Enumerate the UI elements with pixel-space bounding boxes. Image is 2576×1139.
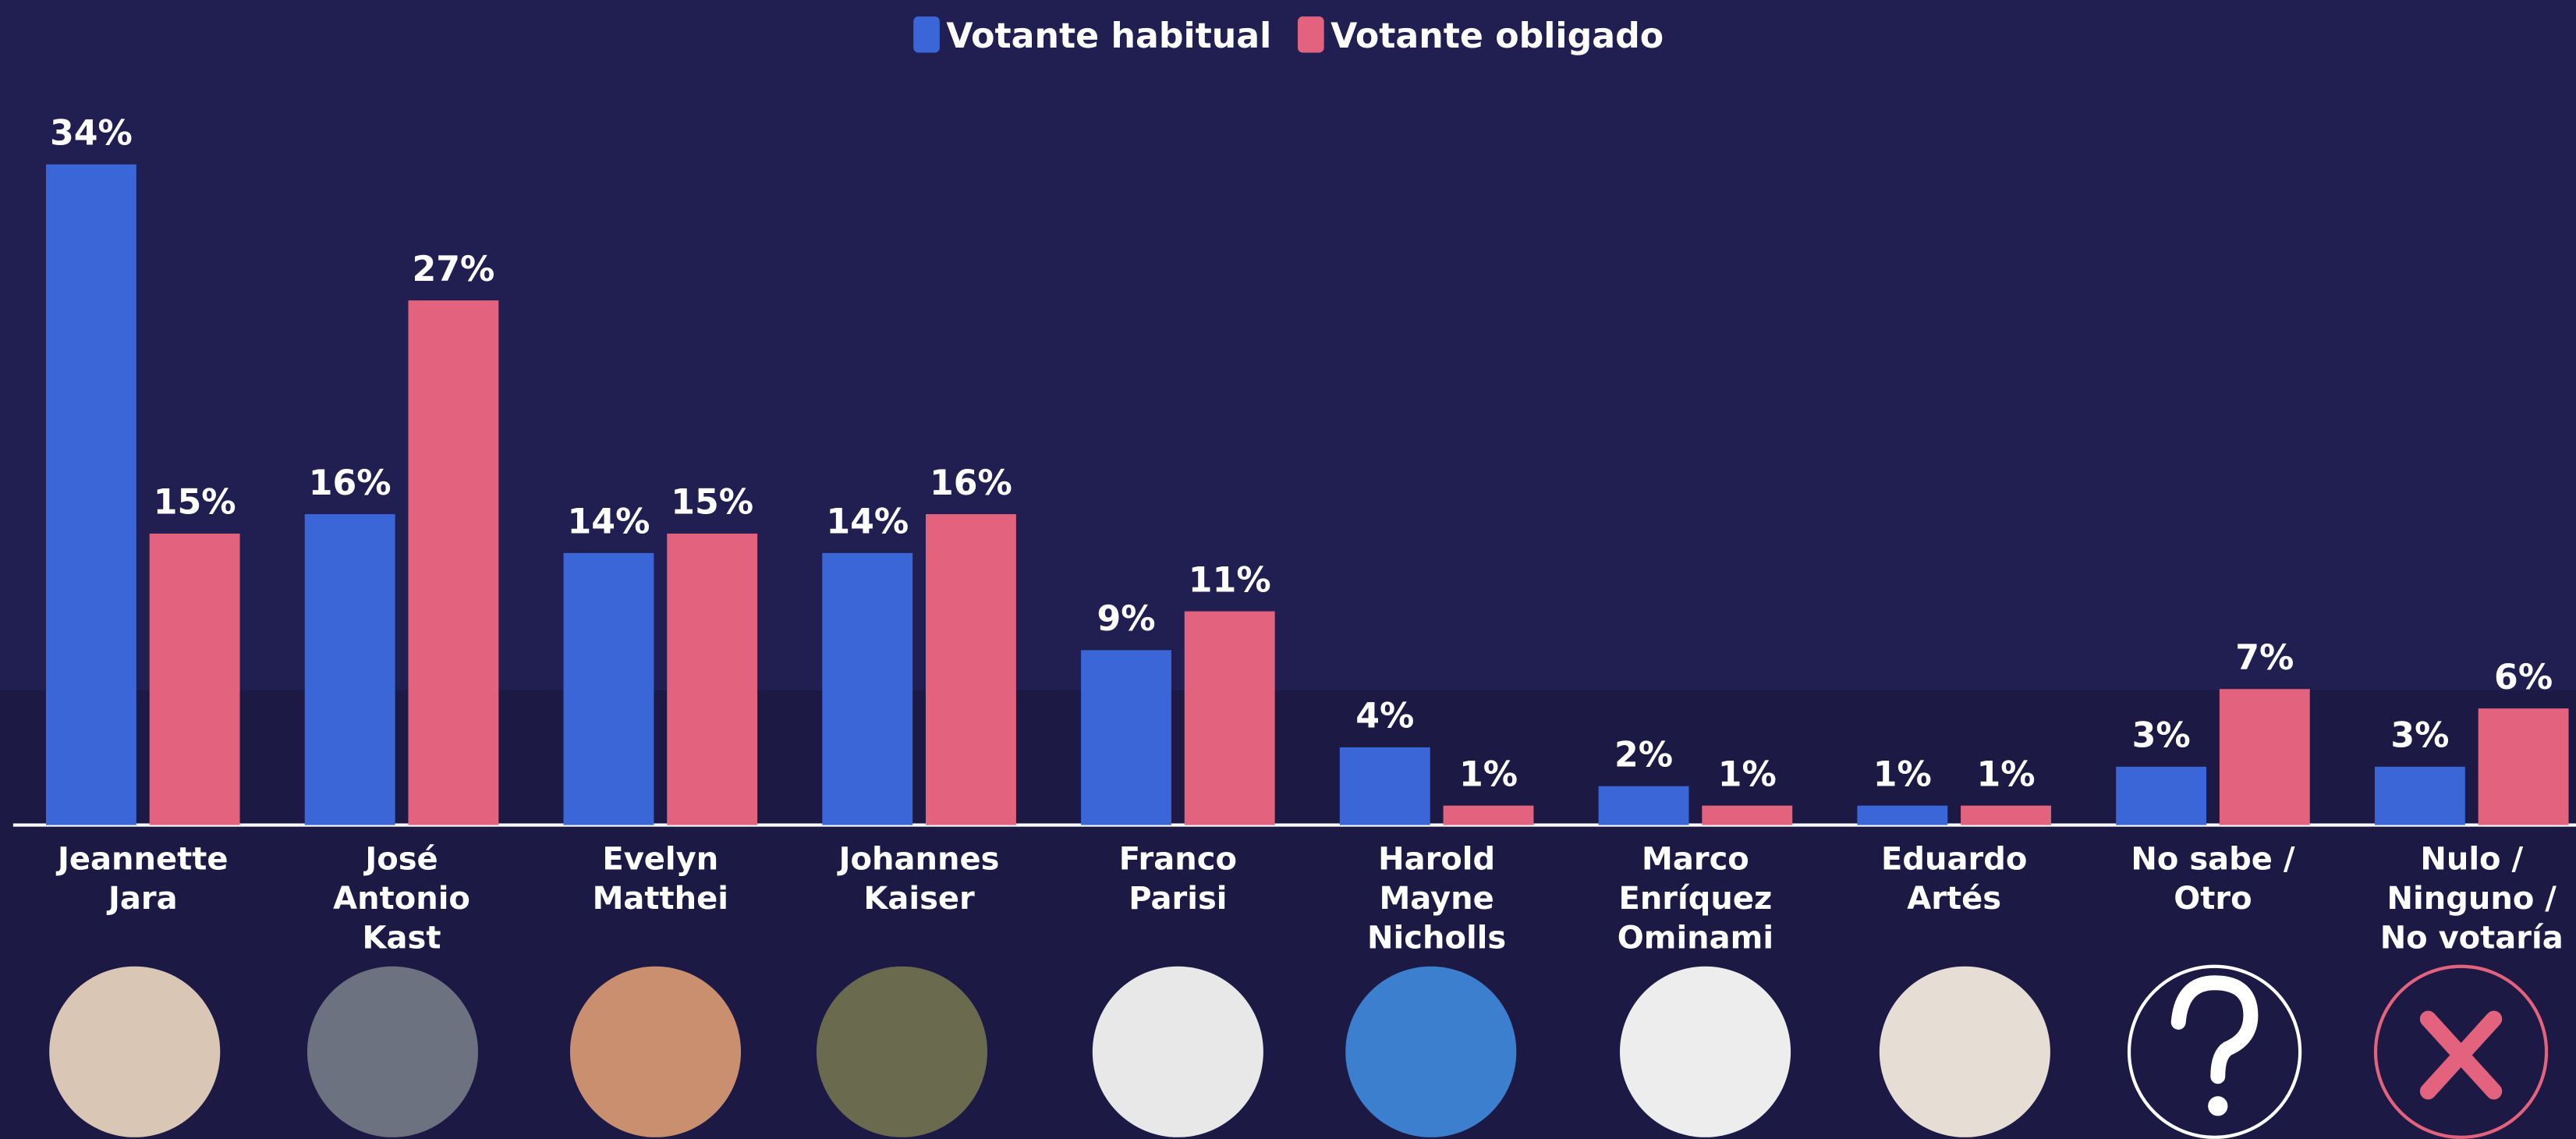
value-label: 1%: [1873, 754, 1932, 794]
photo: [817, 967, 987, 1137]
bar: [1702, 806, 1792, 825]
value-label: 27%: [412, 250, 494, 289]
bar: [1857, 806, 1947, 825]
bar: [1599, 786, 1689, 825]
value-label: 1%: [1718, 754, 1777, 794]
photo: [570, 967, 741, 1137]
value-label: 4%: [1355, 697, 1414, 736]
value-label: 7%: [2235, 638, 2294, 678]
photo: [307, 967, 478, 1137]
bar: [150, 534, 240, 825]
chart: Votante habitualVotante obligado34%15%Je…: [0, 0, 2576, 1139]
value-label: 3%: [2390, 716, 2449, 756]
bar: [1340, 747, 1430, 825]
bar: [305, 514, 395, 825]
legend-swatch: [1298, 16, 1324, 52]
value-label: 16%: [309, 463, 392, 503]
bar: [667, 534, 757, 825]
bar: [408, 300, 498, 825]
legend-swatch: [913, 16, 940, 52]
value-label: 34%: [50, 113, 133, 153]
value-label: 16%: [930, 463, 1012, 503]
bar: [2479, 708, 2569, 825]
bar: [1081, 650, 1171, 825]
bar: [2220, 689, 2310, 825]
bar: [46, 165, 136, 825]
photo: [1620, 967, 1791, 1137]
value-label: 9%: [1097, 599, 1155, 639]
value-label: 1%: [1459, 754, 1518, 794]
value-label: 14%: [568, 502, 650, 542]
value-label: 3%: [2132, 716, 2191, 756]
bar: [2116, 767, 2206, 825]
bar: [1961, 806, 2051, 825]
photo: [1880, 967, 2050, 1137]
value-label: 14%: [826, 502, 909, 542]
photo: [1345, 967, 1516, 1137]
question-dot: [2208, 1096, 2227, 1116]
photo: [1093, 967, 1263, 1137]
bar: [2375, 767, 2465, 825]
page: {"chart_data": {"type": "bar", "categori…: [0, 0, 2576, 1139]
bar: [1444, 806, 1534, 825]
bar: [926, 514, 1016, 825]
legend-label: Votante habitual: [946, 16, 1271, 56]
bar: [1185, 612, 1275, 825]
legend-label: Votante obligado: [1331, 16, 1664, 56]
value-label: 6%: [2494, 658, 2553, 697]
bar: [822, 553, 912, 825]
photo: [49, 967, 220, 1137]
value-label: 1%: [1977, 754, 2036, 794]
bar: [564, 553, 654, 825]
value-label: 11%: [1189, 560, 1271, 600]
value-label: 15%: [154, 483, 236, 523]
value-label: 15%: [671, 483, 753, 523]
value-label: 2%: [1614, 735, 1673, 775]
